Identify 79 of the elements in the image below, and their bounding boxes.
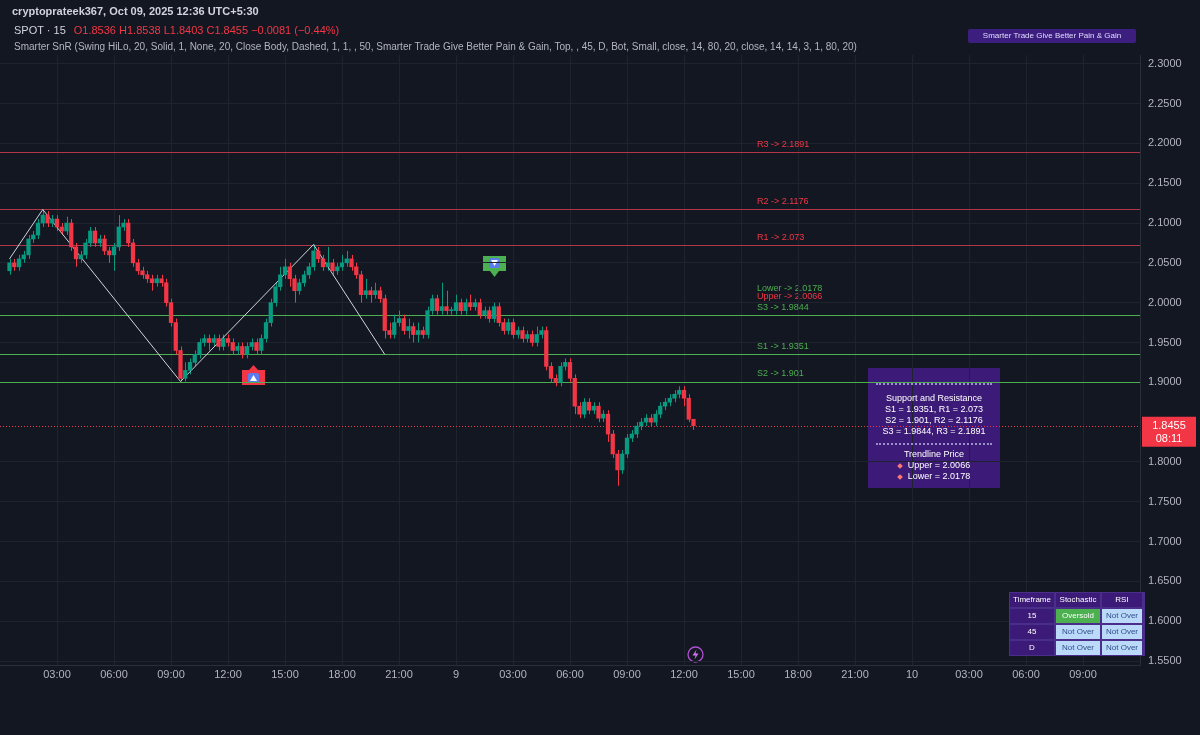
y-tick-label: 2.0000 [1148, 295, 1182, 308]
candlestick [406, 318, 411, 339]
x-tick-label: 06:00 [100, 667, 128, 680]
text: Smarter Trade Give Better Pain & Gain [968, 29, 1136, 43]
y-tick-label: 1.9500 [1148, 335, 1182, 348]
annotation: Oversold [1056, 609, 1100, 623]
x-tick-label: 21:00 [385, 667, 413, 680]
x-tick-label: 06:00 [1012, 667, 1040, 680]
x-tick-label: 09:00 [1069, 667, 1097, 680]
ref-line-label: R2 -> 2.1176 [756, 196, 809, 206]
y-tick-label: 1.9000 [1148, 375, 1182, 388]
candlestick [401, 314, 406, 336]
y-tick-label: 1.7000 [1148, 534, 1182, 547]
y-tick-label: 2.2500 [1148, 96, 1182, 109]
x-tick-label: 18:00 [784, 667, 812, 680]
annotation: 15 [1010, 609, 1054, 623]
candlestick [411, 322, 416, 343]
annotation: Upper = 2.0066 [907, 460, 971, 470]
ref-line-label: 1.8455 [1152, 418, 1186, 431]
y-tick-label: 1.6000 [1148, 614, 1182, 627]
x-tick-label: 10 [905, 667, 919, 680]
candlestick [363, 278, 368, 300]
annotation: Not Over [1102, 625, 1142, 639]
annotation: Trendline Price [903, 449, 965, 459]
x-tick-label: 12:00 [214, 667, 242, 680]
y-tick-label: 2.2000 [1148, 136, 1182, 149]
annotation: S1 = 1.9351, R1 = 2.073 [884, 404, 984, 414]
y-tick-label: 1.8000 [1148, 454, 1182, 467]
y-tick-label: 2.0500 [1148, 255, 1182, 268]
annotation: Not Over [1056, 641, 1100, 655]
candlestick [624, 433, 630, 459]
candlestick [358, 270, 364, 304]
text: Smarter SnR (Swing HiLo, 20, Solid, 1, None, 20, Close Body, Dashed, 1, 1, , 50, Smarter Trade Give Better Pain & Gain, Top, , 45, D, Bot, Small, close, 14, 80, 20, close, 14, 14, 3, 1, 80, 20) [14, 41, 857, 52]
ref-line-label: S1 -> 1.9351 [756, 341, 809, 352]
annotation: D [1010, 641, 1054, 655]
candlestick [620, 449, 625, 475]
annotation: RSI [1102, 593, 1142, 607]
annotation: Stochastic [1056, 593, 1100, 607]
y-tick-label: 1.7500 [1148, 494, 1182, 507]
y-tick-label: 1.6500 [1148, 574, 1182, 587]
x-tick-label: 09:00 [613, 667, 641, 680]
text: 08:11 [1155, 431, 1183, 444]
x-tick-label: 03:00 [955, 667, 983, 680]
ref-line-label: R1 -> 2.073 [756, 231, 805, 242]
y-tick-label: 2.1500 [1148, 176, 1182, 189]
chart-title: SPOT · 15 [14, 24, 66, 36]
x-tick-label: 18:00 [328, 667, 356, 680]
ref-line-label: S2 -> 1.901 [756, 368, 804, 379]
candlestick [26, 234, 31, 260]
candlestick [130, 238, 136, 268]
annotation: Not Over [1102, 641, 1142, 655]
annotation: S2 = 1.901, R2 = 2.1176 [885, 415, 983, 425]
x-tick-label: 12:00 [670, 667, 698, 680]
x-tick-label: 03:00 [43, 667, 71, 680]
y-tick-label: 1.5500 [1148, 654, 1182, 667]
y-tick-label: 2.1000 [1148, 216, 1182, 229]
candlestick [444, 290, 449, 316]
x-tick-label: 06:00 [556, 667, 584, 680]
chart-subtitle: O1.8536 H1.8538 L1.8403 C1.8455 −0.0081 (−0.44%) [73, 24, 340, 36]
y-tick-label: 2.3000 [1148, 56, 1182, 69]
annotation: S3 = 1.9844, R3 = 2.1891 [882, 426, 986, 436]
text: cryptoprateek367, Oct 09, 2025 12:36 UTC+5:30 [12, 5, 259, 17]
annotation: Not Over [1102, 609, 1142, 623]
annotation: 45 [1010, 625, 1054, 639]
annotation: Not Over [1056, 625, 1100, 639]
candlestick [415, 322, 421, 343]
x-tick-label: 21:00 [841, 667, 869, 680]
ref-line-label: S3 -> 1.9844 [756, 302, 809, 313]
annotation: Timeframe [1010, 593, 1054, 607]
x-tick-label: 09:00 [157, 667, 185, 680]
x-tick-label: 9 [452, 667, 460, 680]
x-tick-label: 15:00 [727, 667, 755, 680]
ref-line-label: R3 -> 2.1891 [756, 139, 810, 150]
candlestick [434, 294, 440, 316]
x-tick-label: 03:00 [499, 667, 527, 680]
annotation: Support and Resistance [885, 393, 983, 403]
x-tick-label: 15:00 [271, 667, 299, 680]
candlestick [183, 361, 188, 382]
annotation: Lower = 2.0178 [907, 471, 971, 481]
